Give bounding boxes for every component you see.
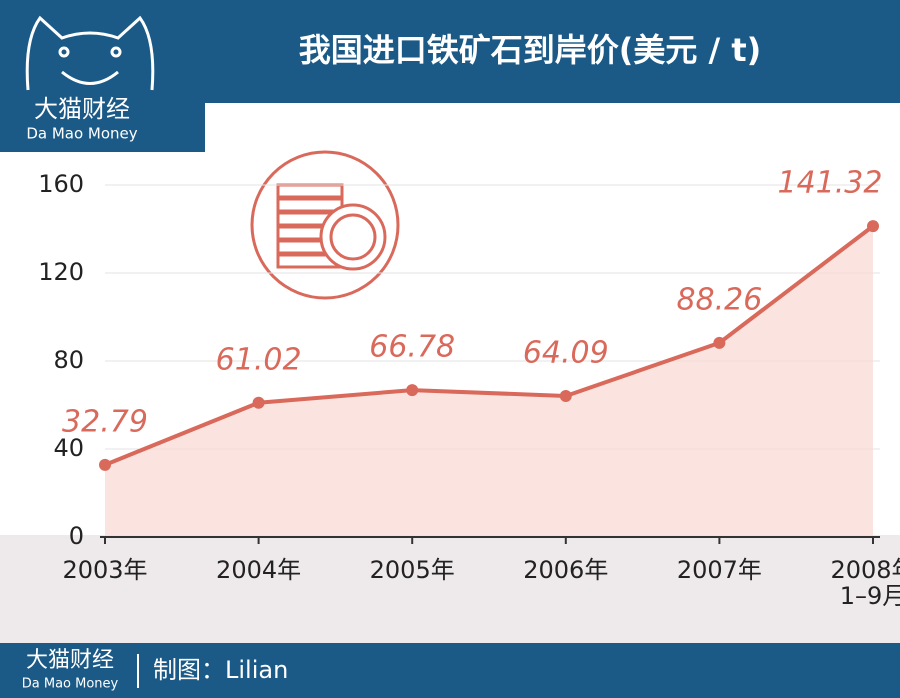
line	[104, 224, 875, 467]
footer-credit: 制图：Lilian	[153, 656, 288, 684]
x-tick-label: 2008年 1–9月	[830, 556, 900, 610]
value-label: 88.26	[676, 282, 762, 317]
point	[559, 390, 572, 403]
logo-cat	[25, 15, 155, 91]
x-tick-label: 2004年	[216, 556, 302, 584]
value-label: 141.32	[778, 166, 883, 201]
value-label: 66.78	[369, 330, 455, 365]
coin-icon	[250, 150, 400, 300]
y-tick-label: 80	[53, 346, 84, 374]
point	[867, 220, 879, 233]
y-tick-label: 0	[69, 522, 84, 550]
footer-brand: 大猫财经	[26, 648, 114, 673]
value-label: 64.09	[523, 336, 609, 371]
y-tick-label: 120	[38, 258, 84, 286]
y-tick-label: 160	[38, 170, 84, 198]
footer-brand-en: Da Mao Money	[22, 677, 119, 692]
logo-name-en: Da Mao Money	[26, 125, 137, 143]
logo-name: 大猫财经	[34, 95, 130, 123]
value-label: 32.79	[62, 404, 148, 439]
point	[713, 336, 726, 349]
value-label: 61.02	[216, 342, 302, 377]
x-tick-label: 2003年	[62, 556, 148, 584]
x-tick-label: 2006年	[523, 556, 609, 584]
point	[99, 458, 111, 471]
point	[406, 384, 419, 397]
area	[105, 226, 873, 537]
x-tick-label: 2007年	[676, 556, 762, 584]
y-tick-label: 40	[53, 434, 84, 462]
footer-band	[0, 643, 900, 698]
chart-title: 我国进口铁矿石到岸价(美元 / t)	[299, 31, 762, 69]
point	[252, 396, 265, 409]
x-tick-label: 2005年	[369, 556, 455, 584]
